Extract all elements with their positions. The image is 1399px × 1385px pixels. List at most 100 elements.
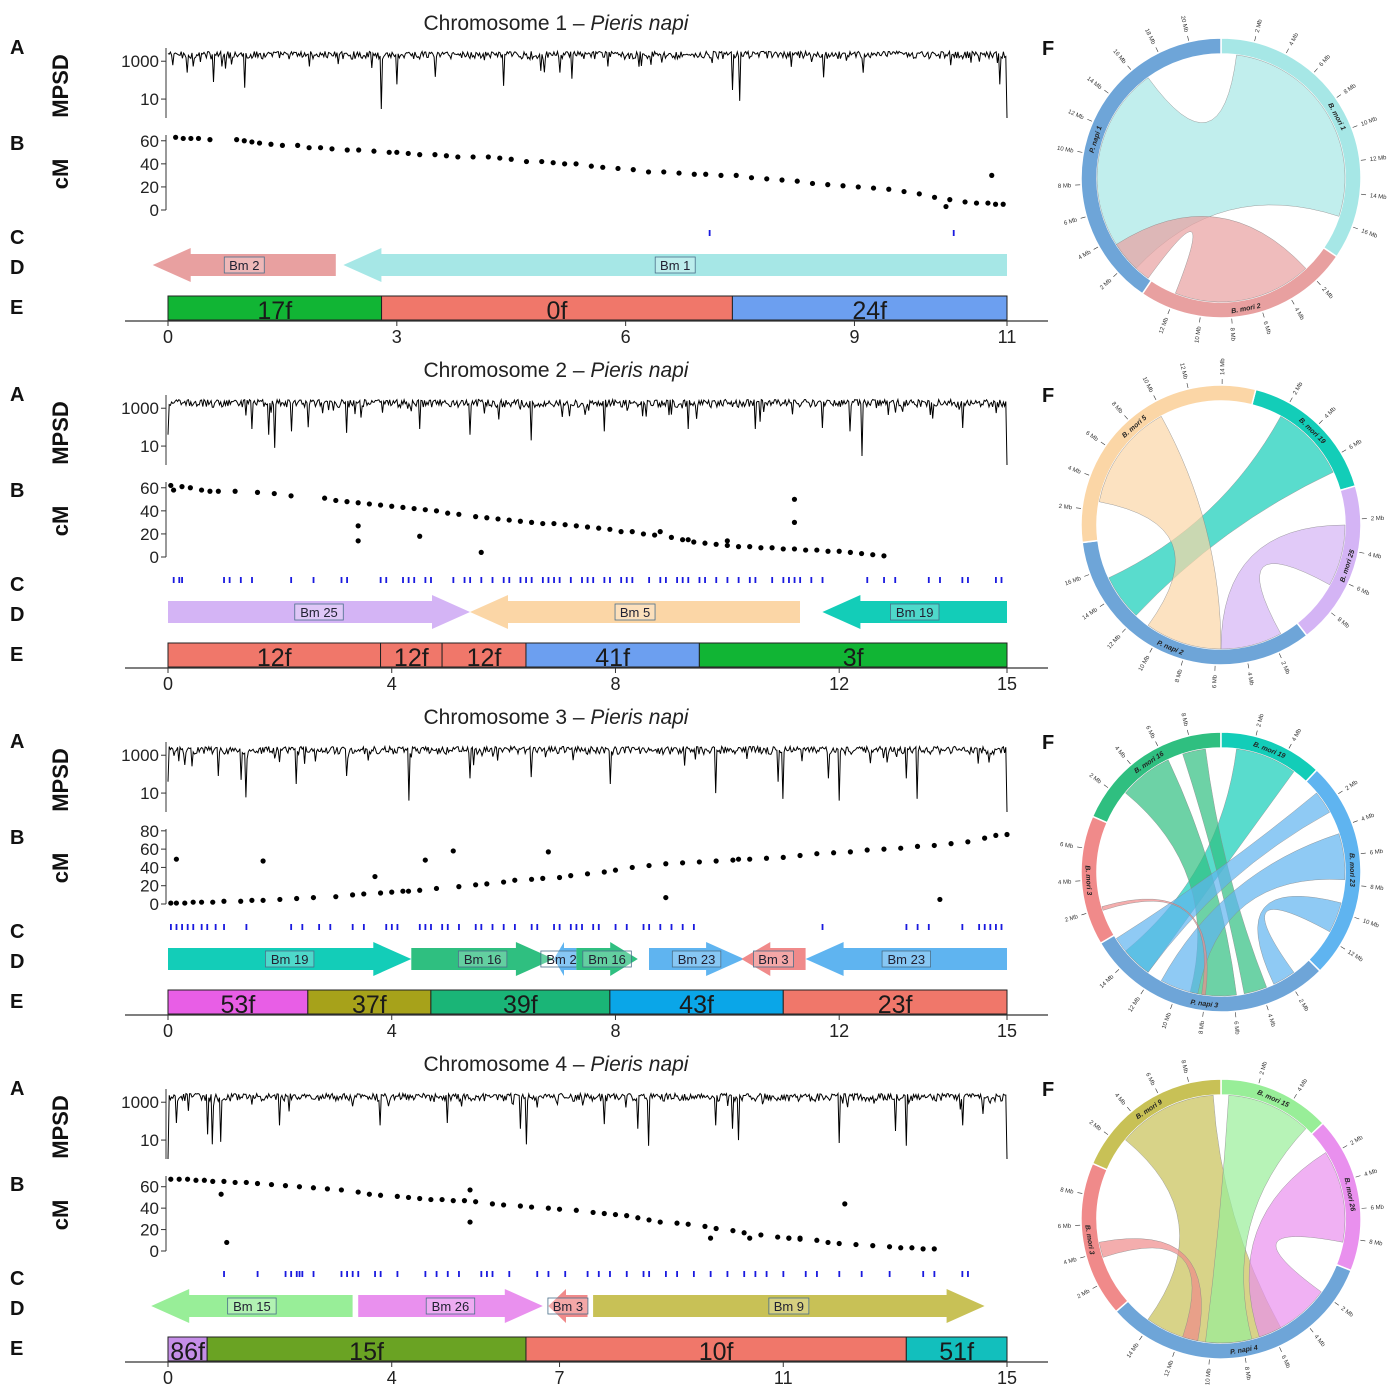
marker-tick xyxy=(396,924,399,930)
circos-tick xyxy=(1199,317,1201,323)
marker-tick xyxy=(905,924,908,930)
mpsd-axis-label: MPSD xyxy=(48,401,73,465)
circos-link xyxy=(1108,416,1334,616)
synteny-block-label: Bm 23 xyxy=(888,952,926,967)
marker-tick xyxy=(424,577,427,583)
circos-tick xyxy=(1258,1078,1261,1084)
cm-point xyxy=(973,200,980,206)
circos-tick-label: 4 Mb xyxy=(1291,727,1303,742)
circos-tick-label: 12 Mb xyxy=(1346,950,1364,964)
cm-point xyxy=(470,154,476,160)
marker-tick xyxy=(463,577,466,583)
circos-tick xyxy=(1355,1175,1361,1178)
family-label: 3f xyxy=(843,644,864,672)
marker-tick xyxy=(491,1271,494,1277)
cm-point xyxy=(691,171,697,177)
circos-segment xyxy=(1080,815,1116,945)
circos-tick-label: 2 Mb xyxy=(1076,1288,1091,1300)
circos-tick-label: 4 Mb xyxy=(1113,745,1127,760)
chromosome-title-prefix: Chromosome 2 – xyxy=(424,359,591,382)
marker-tick xyxy=(804,1271,807,1277)
cm-point xyxy=(215,488,221,494)
cm-point xyxy=(780,854,786,860)
cm-point xyxy=(962,199,968,205)
synteny-block-label-box xyxy=(223,256,265,274)
synteny-block-arrow xyxy=(805,942,1007,976)
panel-letter-f: F xyxy=(1042,38,1054,60)
cm-point xyxy=(624,1213,630,1219)
circos-tick xyxy=(1334,1302,1339,1306)
circos-link xyxy=(1220,524,1346,650)
family-label: 10f xyxy=(699,1338,734,1366)
synteny-block-label-box xyxy=(294,603,344,621)
circos-tick-label: 2 Mb xyxy=(1099,278,1113,292)
family-segment xyxy=(167,1336,208,1362)
cm-point xyxy=(615,165,621,172)
cm-point xyxy=(445,510,451,516)
circos-tick-label: 2 Mb xyxy=(1340,1306,1355,1319)
marker-tick xyxy=(715,577,718,583)
marker-tick xyxy=(754,1271,757,1277)
synteny-block-label-box xyxy=(753,950,794,968)
circos-tick-label: 2 Mb xyxy=(1256,713,1265,728)
circos-tick-label: 4 Mb xyxy=(1297,1078,1309,1093)
family-label: 24f xyxy=(852,297,887,325)
x-tick-label: 0 xyxy=(163,327,173,347)
cm-point xyxy=(646,862,652,869)
marker-tick xyxy=(575,924,578,930)
circos-tick-label: 8 Mb xyxy=(1179,713,1188,728)
cm-point xyxy=(260,858,266,864)
marker-tick xyxy=(581,924,583,930)
circos-tick xyxy=(1121,628,1126,633)
cm-point xyxy=(685,537,691,543)
circos-tick-label: 2 Mb xyxy=(1297,998,1309,1013)
cm-point xyxy=(389,889,395,895)
cm-point xyxy=(232,1179,238,1186)
cm-point xyxy=(791,496,798,502)
chromosome-title-species: Pieris napi xyxy=(590,12,689,35)
cm-point xyxy=(168,900,174,906)
marker-tick xyxy=(625,577,628,583)
cm-point xyxy=(484,881,490,887)
circos-tick-label: 6 Mb xyxy=(1144,725,1156,740)
circos-tick xyxy=(1081,913,1087,916)
cm-point xyxy=(989,172,995,178)
chromosome-title-prefix: Chromosome 4 – xyxy=(424,1053,591,1076)
cm-point xyxy=(400,888,406,894)
marker-tick xyxy=(681,924,684,930)
circos-tick-label: 12 Mb xyxy=(1370,155,1388,163)
cm-point xyxy=(685,1221,691,1227)
circos-tick xyxy=(1187,1076,1189,1082)
synteny-block-arrow xyxy=(168,942,412,976)
cm-point xyxy=(679,537,686,543)
circos-tick-label: 10 Mb xyxy=(1161,1011,1173,1029)
marker-tick xyxy=(547,1271,550,1277)
synteny-block-label: Bm 19 xyxy=(896,605,934,620)
circos-tick-label: 6 Mb xyxy=(1063,217,1078,227)
marker-tick xyxy=(737,577,740,583)
cm-point xyxy=(914,843,921,849)
marker-tick xyxy=(469,577,472,583)
circos-tick-label: 14 Mb xyxy=(1126,1342,1141,1360)
family-segment xyxy=(698,642,1008,668)
cm-point xyxy=(769,545,775,551)
family-segment xyxy=(206,1336,527,1362)
cm-point xyxy=(377,890,384,896)
circos-tick-label: 2 Mb xyxy=(1255,18,1264,33)
marker-tick xyxy=(547,577,550,583)
synteny-block-label-box xyxy=(890,603,940,621)
marker-tick xyxy=(181,577,183,583)
circos-tick xyxy=(1077,846,1083,849)
chromosome-title-species: Pieris napi xyxy=(590,359,689,382)
marker-tick xyxy=(502,577,505,583)
marker-tick xyxy=(290,1271,293,1277)
circos-tick-label: 10 Mb xyxy=(1194,325,1202,343)
circos-tick-label: 2 Mb xyxy=(1371,516,1385,523)
panel-letter-e: E xyxy=(10,991,23,1013)
synteny-block-label: Bm 26 xyxy=(432,1299,470,1314)
marker-tick xyxy=(553,577,555,583)
x-tick-label: 9 xyxy=(849,327,859,347)
family-segment xyxy=(380,642,443,668)
cm-point xyxy=(386,149,392,155)
